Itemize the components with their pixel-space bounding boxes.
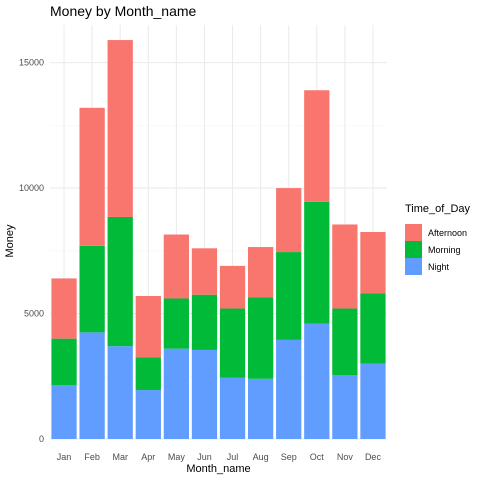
x-tick-label: Dec <box>365 452 382 462</box>
axis-tick-labels: 0 5000 10000 15000 Jan Feb Mar Apr May Jun Jul Aug S… <box>19 58 381 462</box>
y-tick-label: 5000 <box>24 309 44 319</box>
bar-segment-night-oct <box>304 323 330 439</box>
bar-segment-morning-aug <box>247 297 274 379</box>
x-tick-label: Feb <box>84 452 100 462</box>
bar-segment-night-may <box>163 348 190 439</box>
bar-segment-morning-jul <box>219 308 246 378</box>
legend-key-morning <box>405 241 422 258</box>
bar-segment-night-apr <box>135 390 161 439</box>
y-tick-label: 15000 <box>19 58 44 68</box>
x-tick-label: Aug <box>253 452 269 462</box>
bar-segment-night-jan <box>51 385 77 439</box>
y-tick-label: 10000 <box>19 183 44 193</box>
x-axis-label: Month_name <box>186 463 250 475</box>
legend-label-morning: Morning <box>428 245 461 255</box>
bar-segment-afternoon-sep <box>276 188 302 253</box>
bar-segment-afternoon-jul <box>219 265 246 309</box>
x-tick-label: Apr <box>141 452 155 462</box>
legend-title: Time_of_Day <box>405 203 471 215</box>
bar-segment-morning-jun <box>191 294 218 350</box>
bar-segment-morning-dec <box>360 293 386 364</box>
bar-segment-afternoon-aug <box>247 247 274 298</box>
bar-segment-afternoon-oct <box>304 90 330 202</box>
y-axis-label: Money <box>4 224 16 258</box>
bar-segment-afternoon-dec <box>360 232 386 294</box>
bar-segment-afternoon-mar <box>107 40 133 217</box>
bar-segment-afternoon-may <box>163 234 190 299</box>
bar-segment-morning-apr <box>135 357 161 391</box>
bar-segment-night-sep <box>276 339 302 439</box>
bar-segment-night-mar <box>107 346 133 439</box>
bar-segment-morning-jan <box>51 338 77 386</box>
bar-segment-morning-mar <box>107 216 133 347</box>
legend-label-night: Night <box>428 262 450 272</box>
bar-segment-morning-sep <box>276 252 302 340</box>
bar-segment-morning-nov <box>332 308 358 376</box>
legend-label-afternoon: Afternoon <box>428 228 467 238</box>
bar-segment-afternoon-nov <box>332 224 358 309</box>
bars <box>51 40 386 439</box>
bar-segment-night-nov <box>332 375 358 439</box>
x-tick-label: Jul <box>227 452 239 462</box>
legend: Time_of_Day Afternoon Morning Night <box>405 203 471 275</box>
bar-segment-afternoon-jan <box>51 278 77 339</box>
bar-segment-night-jun <box>191 349 218 439</box>
chart-title: Money by Month_name <box>50 3 197 19</box>
x-tick-label: Jun <box>197 452 212 462</box>
x-tick-label: Jan <box>57 452 72 462</box>
bar-segment-afternoon-apr <box>135 295 161 358</box>
bar-segment-morning-oct <box>304 201 330 324</box>
y-tick-label: 0 <box>39 434 44 444</box>
legend-key-night <box>405 258 422 275</box>
bar-segment-morning-may <box>163 298 190 349</box>
bar-segment-morning-feb <box>79 245 105 333</box>
bar-segment-night-dec <box>360 363 386 439</box>
bar-segment-night-feb <box>79 332 105 439</box>
bar-segment-afternoon-feb <box>79 107 105 246</box>
x-tick-label: May <box>168 452 186 462</box>
x-tick-label: Nov <box>337 452 354 462</box>
bar-segment-night-aug <box>247 378 274 439</box>
x-tick-label: Oct <box>310 452 325 462</box>
x-tick-label: Sep <box>281 452 297 462</box>
bar-segment-night-jul <box>219 377 246 439</box>
legend-key-afternoon <box>405 224 422 241</box>
bar-segment-afternoon-jun <box>191 248 218 295</box>
x-tick-label: Mar <box>112 452 128 462</box>
